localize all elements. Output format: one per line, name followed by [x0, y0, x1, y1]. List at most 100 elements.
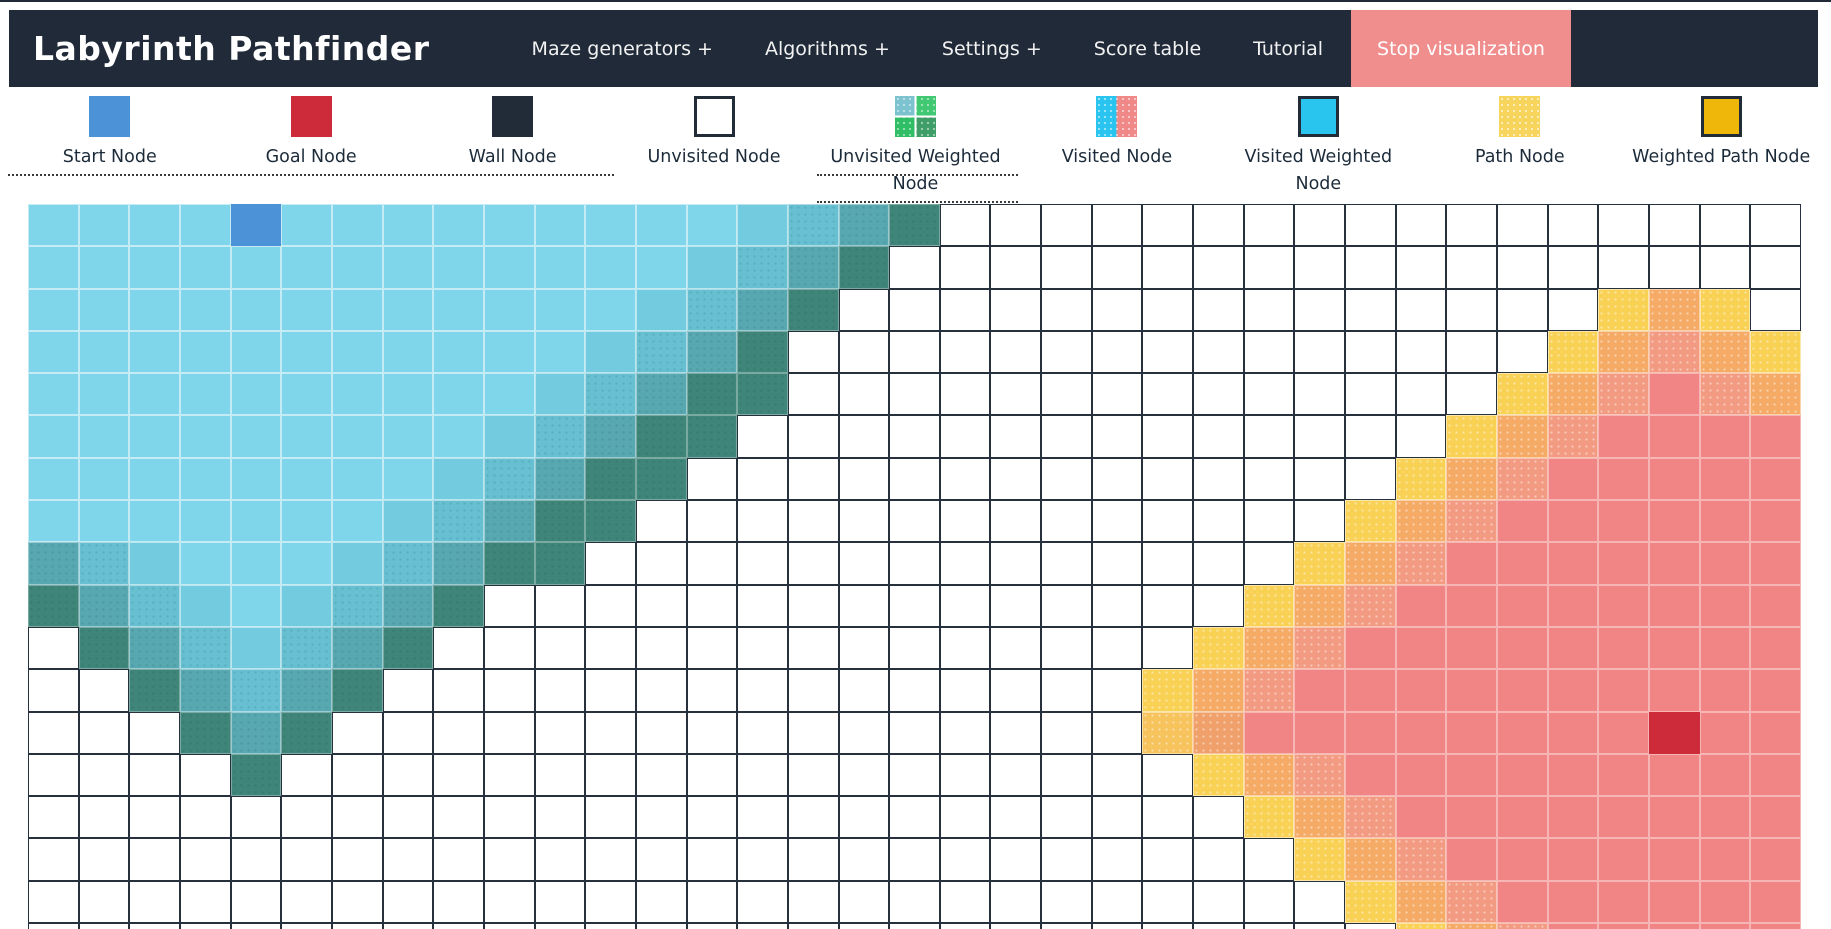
grid-cell[interactable] — [1243, 626, 1295, 670]
grid-cell[interactable] — [1497, 626, 1548, 670]
grid-cell[interactable] — [737, 288, 788, 331]
grid-cell[interactable] — [787, 923, 839, 929]
grid-cell[interactable] — [1142, 711, 1194, 754]
grid-cell[interactable] — [331, 246, 383, 289]
grid-cell[interactable] — [281, 330, 332, 374]
grid-cell[interactable] — [230, 923, 282, 929]
grid-cell[interactable] — [1547, 246, 1599, 289]
grid-cell[interactable] — [1294, 373, 1346, 416]
grid-cell[interactable] — [1294, 880, 1346, 924]
grid-cell[interactable] — [1041, 500, 1092, 543]
grid-cell[interactable] — [483, 584, 535, 627]
grid-cell[interactable] — [990, 711, 1042, 754]
grid-cell[interactable] — [990, 626, 1042, 670]
grid-cell[interactable] — [635, 838, 687, 881]
grid-cell[interactable] — [382, 330, 434, 374]
grid-cell[interactable] — [686, 880, 738, 924]
grid-cell[interactable] — [382, 288, 434, 331]
grid-cell[interactable] — [787, 626, 839, 670]
grid-cell[interactable] — [838, 415, 890, 458]
grid-cell[interactable] — [1345, 246, 1396, 289]
grid-cell[interactable] — [1649, 923, 1700, 929]
grid-cell[interactable] — [737, 626, 788, 670]
grid-cell[interactable] — [1547, 457, 1599, 501]
grid-cell[interactable] — [433, 373, 484, 416]
grid-cell[interactable] — [281, 246, 332, 289]
grid-cell[interactable] — [1395, 626, 1447, 670]
nav-item-algorithms[interactable]: Algorithms + — [764, 37, 890, 60]
grid-cell[interactable] — [1193, 542, 1244, 585]
grid-cell[interactable] — [129, 796, 180, 839]
grid-cell[interactable] — [585, 457, 636, 501]
grid-cell[interactable] — [1750, 880, 1801, 924]
grid-cell[interactable] — [939, 415, 991, 458]
grid-cell[interactable] — [1243, 457, 1295, 501]
grid-cell[interactable] — [1649, 669, 1700, 712]
grid-cell[interactable] — [1750, 669, 1801, 712]
grid-cell[interactable] — [331, 415, 383, 458]
grid-cell[interactable] — [281, 415, 332, 458]
grid-cell[interactable] — [433, 288, 484, 331]
grid-cell[interactable] — [1598, 415, 1649, 458]
grid-cell[interactable] — [635, 880, 687, 924]
grid-cell[interactable] — [1598, 796, 1649, 839]
grid-cell[interactable] — [1395, 500, 1447, 543]
grid-cell[interactable] — [1649, 584, 1700, 627]
grid-cell[interactable] — [433, 711, 484, 754]
grid-cell[interactable] — [838, 838, 890, 881]
grid-cell[interactable] — [1091, 711, 1143, 754]
grid-cell[interactable] — [686, 246, 738, 289]
grid-cell[interactable] — [1091, 204, 1143, 247]
grid-cell[interactable] — [78, 626, 130, 670]
grid-cell[interactable] — [1699, 500, 1751, 543]
grid-cell[interactable] — [179, 288, 231, 331]
grid-cell[interactable] — [78, 246, 130, 289]
grid-cell[interactable] — [990, 415, 1042, 458]
grid-cell[interactable] — [737, 923, 788, 929]
grid-cell[interactable] — [483, 838, 535, 881]
grid-cell[interactable] — [28, 246, 79, 289]
grid-cell[interactable] — [230, 669, 282, 712]
grid-cell[interactable] — [838, 373, 890, 416]
grid-cell[interactable] — [1091, 626, 1143, 670]
grid-cell[interactable] — [534, 288, 586, 331]
grid-cell[interactable] — [1750, 838, 1801, 881]
grid-cell[interactable] — [939, 542, 991, 585]
grid-cell[interactable] — [382, 415, 434, 458]
grid-cell[interactable] — [838, 542, 890, 585]
grid-cell[interactable] — [534, 373, 586, 416]
grid-cell[interactable] — [433, 838, 484, 881]
grid-cell[interactable] — [1497, 373, 1548, 416]
grid-cell[interactable] — [1142, 753, 1194, 797]
grid-cell[interactable] — [1345, 373, 1396, 416]
grid-cell[interactable] — [331, 626, 383, 670]
grid-cell[interactable] — [1041, 330, 1092, 374]
grid-cell[interactable] — [129, 584, 180, 627]
grid-cell[interactable] — [1345, 542, 1396, 585]
grid-cell[interactable] — [1243, 838, 1295, 881]
grid-cell[interactable] — [1446, 246, 1498, 289]
grid-cell[interactable] — [1497, 669, 1548, 712]
grid-cell[interactable] — [1547, 838, 1599, 881]
grid-cell[interactable] — [1294, 288, 1346, 331]
grid-cell[interactable] — [585, 838, 636, 881]
grid-cell[interactable] — [1598, 288, 1649, 331]
grid-cell[interactable] — [889, 204, 940, 247]
grid-cell[interactable] — [1243, 204, 1295, 247]
grid-cell[interactable] — [1699, 753, 1751, 797]
grid-cell[interactable] — [1142, 500, 1194, 543]
grid-cell[interactable] — [686, 796, 738, 839]
grid-cell[interactable] — [585, 753, 636, 797]
grid-cell[interactable] — [635, 753, 687, 797]
grid-cell[interactable] — [1649, 288, 1700, 331]
grid-cell[interactable] — [331, 923, 383, 929]
grid-cell[interactable] — [1547, 753, 1599, 797]
grid-cell[interactable] — [889, 542, 940, 585]
grid-cell[interactable] — [1699, 373, 1751, 416]
grid-cell[interactable] — [382, 753, 434, 797]
grid-cell[interactable] — [129, 373, 180, 416]
grid-cell[interactable] — [483, 796, 535, 839]
grid-cell[interactable] — [1395, 288, 1447, 331]
grid-cell[interactable] — [686, 204, 738, 247]
grid-cell[interactable] — [1395, 923, 1447, 929]
